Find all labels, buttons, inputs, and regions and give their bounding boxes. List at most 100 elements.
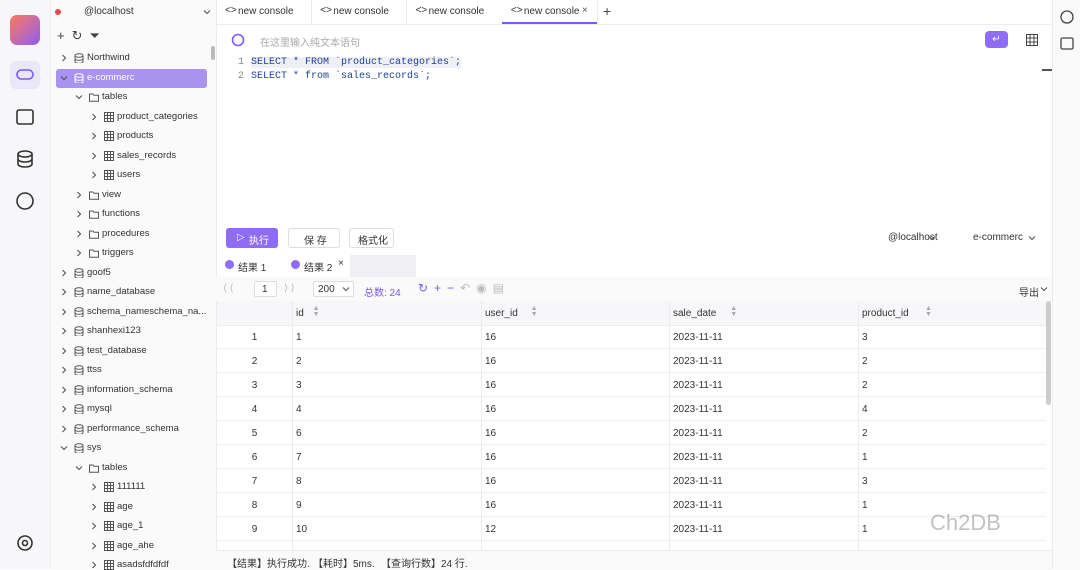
tree-label[interactable]: 111111	[117, 481, 146, 492]
tree-toggle[interactable]	[75, 230, 83, 238]
grid-button[interactable]	[1026, 34, 1038, 46]
tree-label[interactable]: sys	[87, 442, 102, 453]
page-prev[interactable]: ⟨ ⟨	[223, 283, 234, 294]
column-header[interactable]: user_id	[485, 308, 518, 319]
tree-label[interactable]: product_categories	[117, 110, 198, 122]
column-header[interactable]: product_id	[862, 308, 909, 319]
tree-label[interactable]: tables	[102, 91, 128, 102]
tree-toggle[interactable]	[60, 308, 68, 316]
run-button[interactable]	[226, 228, 278, 248]
tab-label[interactable]: new console	[428, 6, 485, 17]
tree-label[interactable]: functions	[102, 208, 141, 219]
tree-toggle[interactable]	[90, 503, 98, 511]
nav-active[interactable]	[10, 61, 40, 89]
page-next[interactable]: ⟩ ⟩	[284, 283, 295, 294]
result-tab-close[interactable]: ×	[338, 258, 344, 269]
sort-icon[interactable]: ▲ ▼	[530, 305, 538, 318]
tree-toggle[interactable]	[60, 425, 68, 433]
nav-github[interactable]	[16, 192, 34, 210]
tree-toggle[interactable]	[90, 132, 98, 140]
database-select[interactable]: e-commerc	[973, 232, 1024, 243]
tree-label[interactable]: information_schema	[87, 383, 173, 395]
sort-icon[interactable]: ▲ ▼	[925, 305, 932, 318]
format-button[interactable]	[349, 228, 394, 248]
ai-icon[interactable]	[231, 33, 245, 47]
format-text[interactable]: 格式化	[358, 236, 388, 247]
tree-label[interactable]: e-commerc	[87, 71, 135, 83]
tree-toggle[interactable]	[60, 444, 68, 452]
page-box[interactable]	[254, 281, 277, 297]
tree-label[interactable]: users	[117, 169, 141, 180]
tree-toggle[interactable]	[60, 269, 68, 277]
tree-label[interactable]: shanhexi123	[87, 325, 141, 336]
tree-toggle[interactable]	[60, 347, 68, 355]
tree-label[interactable]: age_ahe	[117, 539, 154, 551]
save-button[interactable]	[288, 228, 340, 248]
run-text[interactable]: 执行	[249, 236, 269, 247]
tree-label[interactable]: view	[102, 188, 122, 200]
tree-toggle[interactable]	[75, 93, 83, 101]
tree-label[interactable]: performance_schema	[87, 422, 179, 434]
nav-chart[interactable]	[16, 109, 34, 125]
tree-label[interactable]: procedures	[102, 227, 150, 239]
tree-label[interactable]: sales_records	[117, 149, 177, 161]
tree-label[interactable]: asadsfdfdfdf	[117, 559, 169, 570]
tree-label[interactable]: goof5	[87, 266, 111, 278]
page-size[interactable]: 200	[318, 284, 335, 295]
tab-label[interactable]: new console	[333, 6, 389, 17]
tree-label[interactable]: products	[117, 130, 154, 141]
tree-toggle[interactable]	[60, 74, 68, 82]
tree-toggle[interactable]	[90, 152, 98, 160]
tree-toggle[interactable]	[60, 386, 68, 394]
column-header[interactable]: sale_date	[673, 308, 717, 319]
history-icon[interactable]	[1060, 10, 1074, 24]
tree-toggle[interactable]	[90, 561, 98, 569]
tree-label[interactable]: age_1	[117, 520, 144, 531]
sort-icon[interactable]: ▲ ▼	[312, 305, 320, 318]
new-tab[interactable]: +	[603, 3, 612, 19]
tree-label[interactable]: triggers	[102, 247, 134, 258]
tree-label[interactable]: ttss	[87, 364, 102, 375]
page-number[interactable]: 1	[262, 284, 268, 295]
save-text[interactable]: 保 存	[304, 236, 327, 247]
tree-toggle[interactable]	[90, 522, 98, 530]
export-button[interactable]: 导出	[1019, 288, 1039, 299]
tree-toggle[interactable]	[90, 483, 98, 491]
result-tools[interactable]: ↻+−↶◉▤	[418, 281, 510, 295]
tab[interactable]	[216, 0, 312, 24]
tree-toggle[interactable]	[60, 366, 68, 374]
tree-label[interactable]: name_database	[87, 286, 156, 297]
tree-toggle[interactable]	[60, 54, 68, 62]
tab-label[interactable]: new console	[523, 6, 580, 17]
tree-toggle[interactable]	[60, 327, 68, 335]
tree-label[interactable]: test_database	[87, 344, 147, 356]
chevron[interactable]	[342, 285, 350, 293]
tree-label[interactable]: age	[117, 500, 133, 512]
result-tab-label[interactable]: 结果 1	[238, 263, 267, 274]
tree-label[interactable]: mysql	[87, 403, 112, 414]
tree-toggle[interactable]	[60, 288, 68, 296]
column-header[interactable]: id	[296, 308, 304, 319]
chevron[interactable]	[1028, 234, 1036, 242]
tree-label[interactable]: schema_nameschema_na...	[87, 305, 207, 317]
chevron[interactable]	[1040, 285, 1048, 293]
nav-db[interactable]	[17, 150, 33, 158]
tab[interactable]	[311, 0, 408, 24]
tree-label[interactable]: tables	[102, 461, 128, 473]
tree-label[interactable]: Northwind	[87, 52, 130, 63]
tree-toggle[interactable]	[75, 210, 83, 218]
chevron[interactable]	[928, 234, 936, 242]
connection-select[interactable]: @localhost	[888, 232, 938, 243]
tab-label[interactable]: new console	[238, 6, 294, 17]
sort-icon[interactable]: ▲ ▼	[730, 305, 738, 318]
size-box[interactable]	[313, 281, 354, 297]
tree-toggle[interactable]	[75, 249, 83, 257]
nav-settings[interactable]	[17, 535, 33, 551]
tree-toggle[interactable]	[75, 191, 83, 199]
nav-link[interactable]	[16, 69, 34, 80]
terminal-icon[interactable]	[1060, 37, 1074, 50]
tab[interactable]	[501, 0, 598, 24]
tree-toggle[interactable]	[75, 464, 83, 472]
send-button[interactable]: ↵	[985, 31, 1008, 48]
tree-toggle[interactable]	[90, 171, 98, 179]
